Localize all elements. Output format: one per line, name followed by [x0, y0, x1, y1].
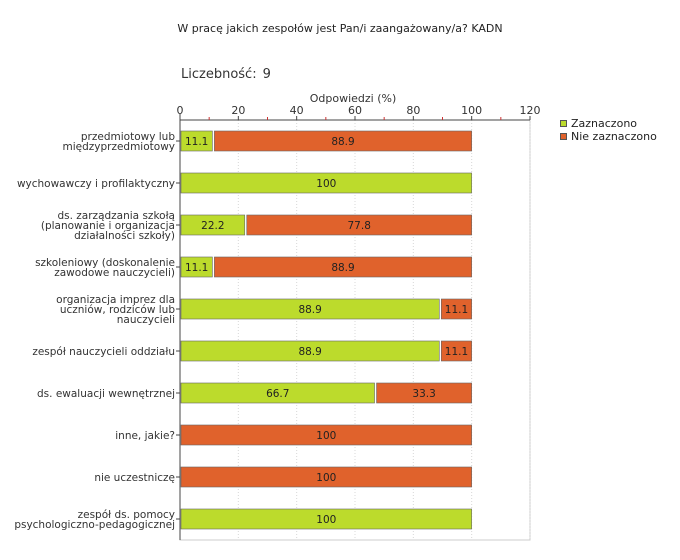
data-label: 11.1 [185, 262, 208, 274]
legend-label-selected: Zaznaczono [571, 117, 638, 130]
sample-size: Liczebność: 9 [181, 67, 271, 82]
category-label: wychowawczy i profilaktyczny [17, 178, 175, 190]
category-label: nie uczestniczę [94, 472, 175, 484]
bar-not-selected [180, 424, 472, 446]
data-label: 100 [316, 430, 336, 442]
legend-label-not-selected: Nie zaznaczono [571, 130, 657, 143]
category-label: organizacja imprez dla uczniów, rodziców … [56, 294, 175, 326]
category-label: zespół nauczycieli oddziału [32, 346, 175, 358]
bar-not-selected [440, 340, 472, 362]
data-label: 100 [316, 514, 336, 526]
data-label: 88.9 [298, 346, 321, 358]
bar-not-selected [440, 298, 472, 320]
data-label: 66.7 [266, 388, 289, 400]
bar-selected [180, 130, 213, 152]
category-label: ds. ewaluacji wewnętrznej [37, 388, 175, 400]
data-label: 11.1 [185, 136, 208, 148]
bar-selected [180, 298, 440, 320]
x-tick-label: 0 [177, 104, 184, 117]
data-label: 77.8 [348, 220, 371, 232]
bar-not-selected [376, 382, 472, 404]
legend-item-not-selected: Nie zaznaczono [560, 130, 657, 143]
bar-not-selected [214, 256, 472, 278]
category-label: inne, jakie? [115, 430, 175, 442]
chart-title: W pracę jakich zespołów jest Pan/i zaang… [177, 22, 503, 35]
x-axis-title: Odpowiedzi (%) [310, 92, 397, 105]
data-label: 100 [316, 472, 336, 484]
data-label: 22.2 [201, 220, 224, 232]
data-label: 33.3 [412, 388, 435, 400]
bar-selected [180, 214, 246, 236]
bar-selected [180, 172, 472, 194]
data-label: 88.9 [331, 136, 354, 148]
bar-selected [180, 508, 472, 530]
bar-not-selected [246, 214, 472, 236]
x-tick-label: 120 [520, 104, 541, 117]
data-label: 100 [316, 178, 336, 190]
x-tick-label: 80 [406, 104, 420, 117]
category-label: ds. zarządzania szkołą (planowanie i orga… [41, 210, 175, 242]
data-label: 88.9 [298, 304, 321, 316]
data-label: 11.1 [445, 346, 468, 358]
bar-selected [180, 340, 440, 362]
category-label: szkoleniowy (doskonalenie zawodowe nauczy… [35, 257, 175, 279]
x-tick-label: 100 [461, 104, 482, 117]
x-tick-label: 20 [231, 104, 245, 117]
sample-size-value: 9 [262, 67, 271, 82]
sample-size-label: Liczebność: [181, 67, 257, 82]
bar-selected [180, 382, 375, 404]
bar-selected [180, 256, 213, 278]
data-label: 11.1 [445, 304, 468, 316]
data-label: 88.9 [331, 262, 354, 274]
x-tick-label: 40 [290, 104, 304, 117]
legend-item-selected: Zaznaczono [560, 117, 657, 130]
category-label: zespół ds. pomocy psychologiczno-pedagogi… [14, 509, 175, 531]
legend-swatch-not-selected [560, 133, 567, 140]
category-label: przedmiotowy lub międzyprzedmiotowy [62, 131, 175, 153]
bar-not-selected [214, 130, 472, 152]
legend: Zaznaczono Nie zaznaczono [560, 117, 657, 143]
x-tick-label: 60 [348, 104, 362, 117]
bar-not-selected [180, 466, 472, 488]
legend-swatch-selected [560, 120, 567, 127]
